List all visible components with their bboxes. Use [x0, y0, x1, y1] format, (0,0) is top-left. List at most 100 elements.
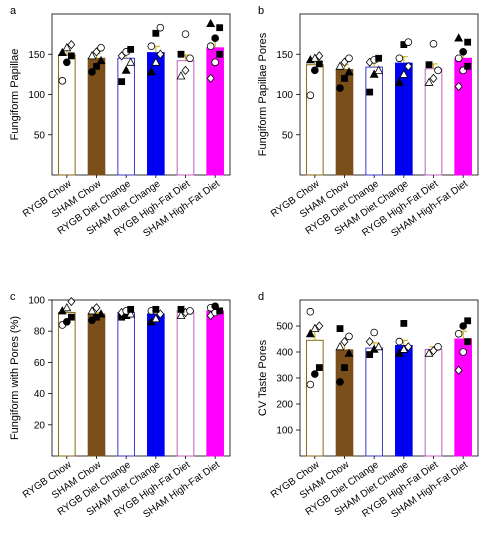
- data-point-d: [459, 348, 467, 356]
- data-point-a: [211, 34, 219, 42]
- data-point-b: [429, 73, 438, 84]
- panel-a: a: [10, 5, 17, 17]
- panel-d: d: [258, 291, 264, 303]
- data-point-a: [211, 58, 219, 67]
- data-point-b: [394, 77, 404, 86]
- data-point-a: [216, 24, 224, 32]
- data-point-b: [341, 75, 348, 82]
- data-point-b: [344, 67, 354, 76]
- data-point-d: [306, 307, 315, 316]
- data-point-d: [310, 323, 320, 333]
- y-tick-label: 100: [28, 90, 45, 101]
- data-point-b: [310, 53, 320, 62]
- y-tick-label: 80: [34, 327, 46, 338]
- data-point-a: [176, 71, 186, 80]
- y-tick-label: 60: [34, 358, 46, 369]
- data-point-a: [88, 68, 96, 76]
- plot-frame: [299, 299, 479, 457]
- plot-frame: [299, 13, 479, 176]
- data-point-a: [93, 62, 100, 70]
- data-point-d: [399, 344, 409, 353]
- data-point-b: [429, 39, 438, 48]
- data-point-d: [315, 364, 323, 371]
- y-tick-label: 20: [34, 420, 46, 431]
- data-point-a: [147, 42, 156, 50]
- bar-d-1: [306, 339, 324, 457]
- bar-a-1: [58, 54, 76, 176]
- data-point-c: [216, 307, 224, 315]
- data-point-a: [186, 54, 194, 63]
- y-axis-label: Fungiform with Pores (%): [9, 316, 21, 440]
- data-point-d: [336, 325, 344, 332]
- data-point-d: [311, 370, 319, 378]
- data-point-a: [152, 29, 160, 37]
- data-point-c: [67, 296, 76, 307]
- data-point-b: [336, 84, 344, 92]
- data-point-b: [335, 61, 345, 70]
- data-point-d: [434, 342, 442, 351]
- data-point-a: [126, 57, 136, 66]
- data-point-c: [118, 313, 126, 321]
- y-tick-label: 40: [34, 389, 46, 400]
- plot-frame: [51, 299, 231, 457]
- y-tick-label: 100: [276, 90, 293, 101]
- data-point-a: [97, 44, 105, 52]
- bar-d-6: [454, 338, 472, 457]
- data-point-d: [344, 348, 354, 357]
- y-tick-label: 500: [276, 322, 293, 333]
- data-point-d: [305, 328, 315, 338]
- data-point-a: [146, 67, 156, 76]
- data-point-b: [315, 51, 324, 61]
- data-point-c: [211, 302, 219, 311]
- y-tick-label: 100: [276, 426, 293, 437]
- data-point-d: [341, 364, 348, 371]
- data-point-a: [151, 57, 161, 66]
- data-point-b: [464, 38, 472, 46]
- data-point-b: [454, 81, 463, 92]
- data-point-b: [311, 66, 319, 75]
- data-point-b: [400, 41, 408, 48]
- data-point-a: [206, 73, 215, 84]
- data-point-b: [399, 69, 409, 78]
- data-point-a: [177, 50, 185, 58]
- y-axis-label: CV Taste Pores: [257, 339, 269, 416]
- data-point-a: [127, 46, 135, 53]
- data-point-a: [206, 42, 215, 50]
- data-point-c: [177, 305, 185, 313]
- y-tick-label: 50: [282, 130, 294, 141]
- data-point-b: [424, 77, 434, 86]
- bar-b-4: [395, 62, 413, 176]
- data-point-c: [92, 303, 101, 313]
- data-point-c: [152, 305, 160, 313]
- data-point-b: [345, 54, 353, 63]
- data-point-b: [434, 66, 442, 75]
- data-point-b: [454, 54, 463, 63]
- bar-a-2: [87, 57, 106, 176]
- bar-b-1: [306, 64, 324, 176]
- bar-a-6: [206, 47, 224, 176]
- panel-b: b: [258, 5, 264, 17]
- y-tick-label: 150: [28, 50, 45, 61]
- data-point-d: [306, 380, 315, 389]
- data-point-b: [375, 54, 383, 62]
- bar-b-3: [365, 66, 383, 176]
- data-point-d: [370, 328, 378, 337]
- data-point-b: [404, 38, 413, 46]
- y-axis-label: Fungiform Papillae: [9, 49, 21, 141]
- data-point-d: [464, 317, 472, 325]
- data-point-c: [151, 313, 161, 323]
- data-point-b: [306, 91, 315, 100]
- data-point-d: [315, 321, 324, 331]
- data-point-b: [395, 54, 404, 63]
- y-tick-label: 200: [276, 400, 293, 411]
- y-tick-label: 150: [276, 50, 293, 61]
- y-axis-label: Fungiform Papillae Pores: [257, 32, 269, 156]
- data-point-a: [206, 18, 216, 28]
- data-point-a: [62, 42, 72, 52]
- data-point-d: [464, 338, 472, 345]
- data-point-c: [67, 313, 75, 321]
- panel-b-letter: b: [258, 5, 264, 17]
